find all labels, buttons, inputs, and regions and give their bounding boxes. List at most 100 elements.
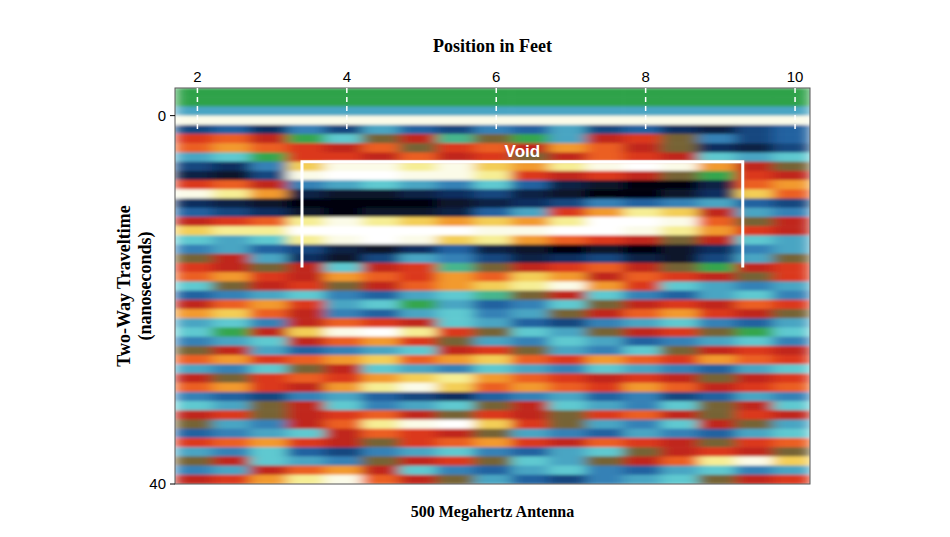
- cell: [250, 245, 288, 255]
- cell: [661, 235, 699, 245]
- cell: [623, 88, 661, 98]
- cell: [698, 106, 736, 116]
- cell: [623, 226, 661, 236]
- cell: [661, 355, 699, 365]
- cell: [250, 254, 288, 264]
- cell: [511, 88, 549, 98]
- cell: [474, 337, 512, 347]
- cell: [250, 171, 288, 181]
- x-tick: [495, 88, 497, 130]
- cell: [735, 420, 773, 430]
- cell: [511, 189, 549, 199]
- cell: [212, 171, 250, 181]
- cell: [250, 383, 288, 393]
- cell: [623, 392, 661, 402]
- cell: [773, 125, 810, 135]
- cell: [436, 346, 474, 356]
- cell: [175, 420, 213, 430]
- cell: [287, 134, 325, 144]
- cell: [212, 88, 250, 98]
- cell: [362, 392, 400, 402]
- cell: [661, 143, 699, 153]
- cell: [436, 475, 474, 484]
- cell: [735, 392, 773, 402]
- cell: [399, 180, 437, 190]
- cell: [773, 116, 810, 126]
- cell: [399, 171, 437, 181]
- cell: [324, 106, 362, 116]
- cell: [586, 291, 624, 301]
- cell: [661, 346, 699, 356]
- cell: [324, 134, 362, 144]
- cell: [586, 235, 624, 245]
- cell: [175, 125, 213, 135]
- cell: [586, 281, 624, 291]
- cell: [362, 217, 400, 227]
- cell: [586, 392, 624, 402]
- cell: [175, 401, 213, 411]
- cell: [250, 125, 288, 135]
- cell: [287, 309, 325, 319]
- cell: [250, 355, 288, 365]
- cell: [287, 235, 325, 245]
- cell: [175, 180, 213, 190]
- cell: [250, 189, 288, 199]
- cell: [212, 272, 250, 282]
- cell: [399, 245, 437, 255]
- cell: [175, 438, 213, 448]
- cell: [436, 97, 474, 107]
- cell: [773, 383, 810, 393]
- cell: [212, 309, 250, 319]
- cell: [773, 254, 810, 264]
- y-axis-title-line: Two-Way Traveltime: [114, 205, 134, 366]
- cell: [661, 125, 699, 135]
- cell: [212, 180, 250, 190]
- cell: [511, 291, 549, 301]
- cell: [212, 134, 250, 144]
- cell: [511, 309, 549, 319]
- cell: [324, 392, 362, 402]
- cell: [623, 106, 661, 116]
- cell: [549, 401, 587, 411]
- cell: [773, 373, 810, 383]
- cell: [287, 337, 325, 347]
- cell: [511, 337, 549, 347]
- cell: [623, 263, 661, 273]
- cell: [586, 318, 624, 328]
- cell: [250, 309, 288, 319]
- cell: [586, 226, 624, 236]
- cell: [212, 226, 250, 236]
- cell: [511, 475, 549, 484]
- cell: [250, 346, 288, 356]
- cell: [287, 217, 325, 227]
- cell: [698, 143, 736, 153]
- cell: [623, 373, 661, 383]
- cell: [212, 383, 250, 393]
- cell: [511, 429, 549, 439]
- cell: [175, 346, 213, 356]
- cell: [698, 383, 736, 393]
- cell: [661, 272, 699, 282]
- cell: [511, 226, 549, 236]
- cell: [436, 235, 474, 245]
- cell: [324, 438, 362, 448]
- cell: [399, 410, 437, 420]
- cell: [698, 272, 736, 282]
- cell: [698, 97, 736, 107]
- cell: [324, 456, 362, 466]
- cell: [549, 291, 587, 301]
- cell: [698, 364, 736, 374]
- cell: [773, 429, 810, 439]
- cell: [586, 143, 624, 153]
- x-tick-label: 6: [492, 68, 500, 85]
- cell: [175, 143, 213, 153]
- cell: [436, 281, 474, 291]
- cell: [698, 401, 736, 411]
- cell: [250, 475, 288, 484]
- cell: [474, 456, 512, 466]
- cell: [735, 97, 773, 107]
- cell: [436, 245, 474, 255]
- cell: [212, 438, 250, 448]
- cell: [250, 97, 288, 107]
- cell: [212, 97, 250, 107]
